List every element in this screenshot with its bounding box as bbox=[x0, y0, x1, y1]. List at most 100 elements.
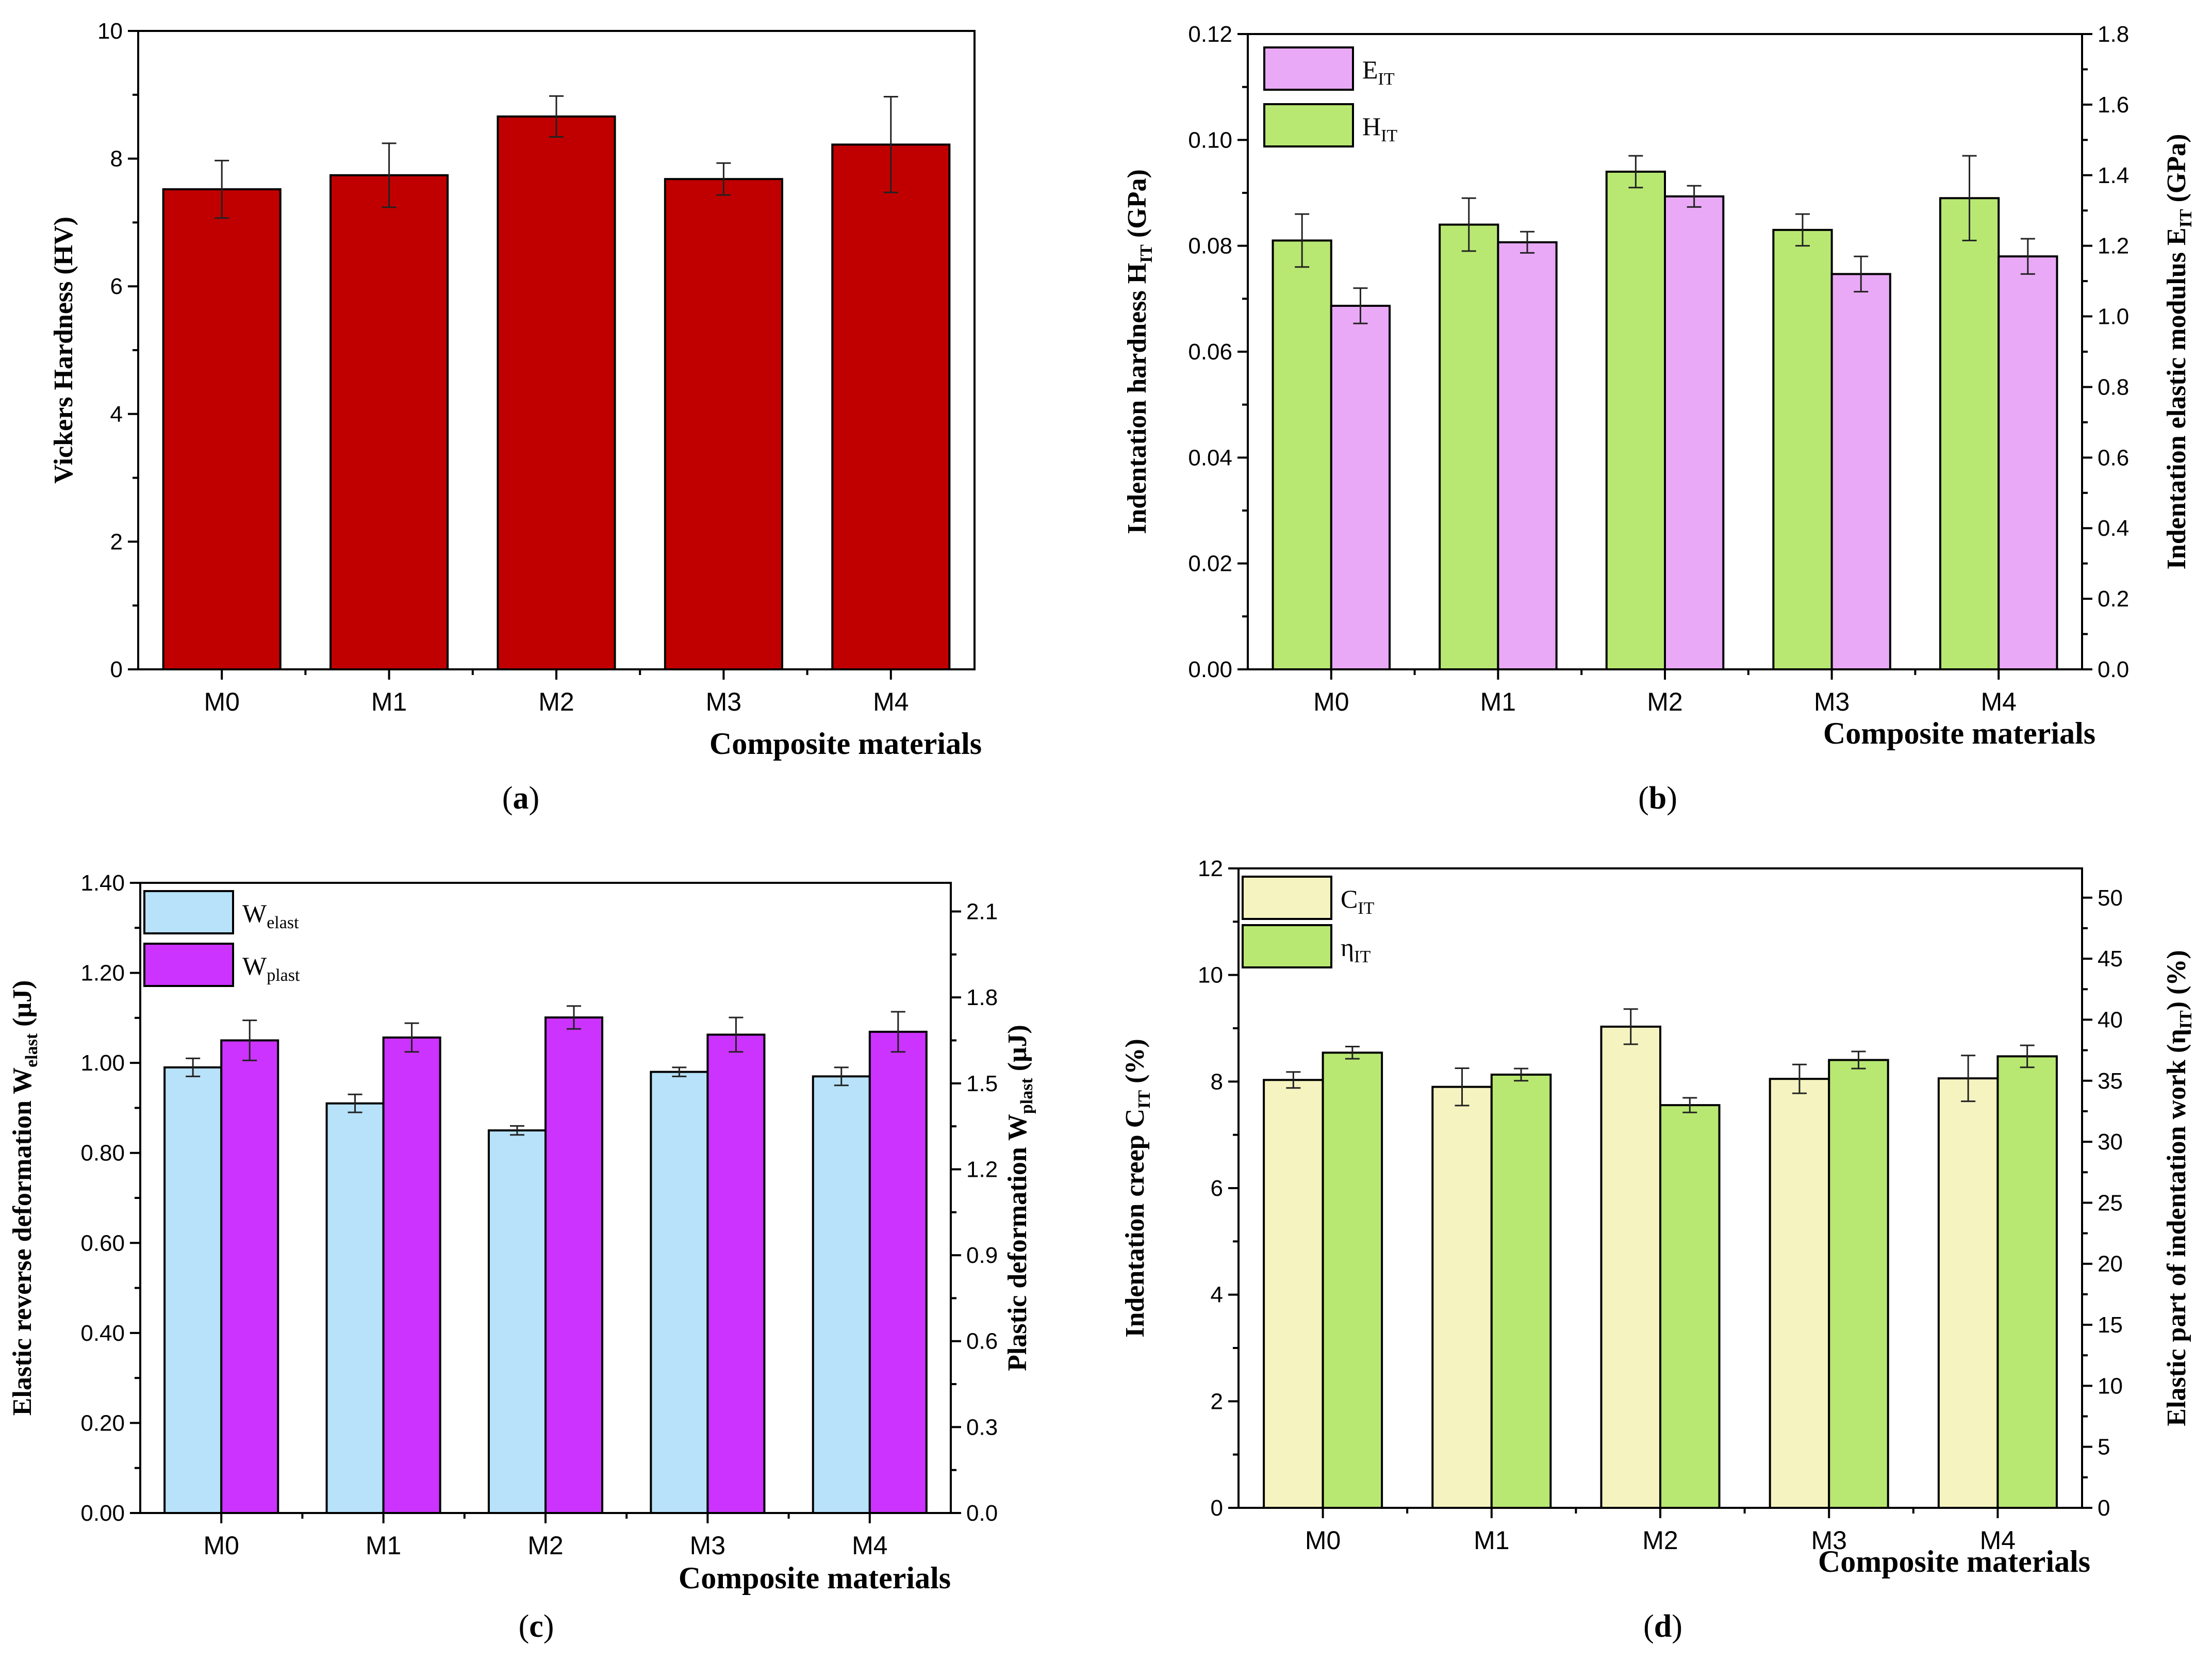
y-tick-label: 4 bbox=[1211, 1282, 1223, 1308]
x-tick-label: M3 bbox=[706, 687, 741, 716]
y-tick-label: 0.06 bbox=[1188, 339, 1232, 365]
bar-cit-m2 bbox=[1601, 1027, 1660, 1508]
x-tick-label: M4 bbox=[1980, 687, 2016, 716]
bar-eit-m2 bbox=[1665, 196, 1723, 669]
bar-eit-m0 bbox=[1331, 306, 1390, 669]
bar-ηit-m3 bbox=[1829, 1060, 1888, 1508]
bar-wplast-m3 bbox=[707, 1034, 764, 1513]
panel-letter: a bbox=[513, 781, 529, 816]
bar-ηit-m2 bbox=[1660, 1105, 1720, 1508]
legend-swatch bbox=[144, 891, 233, 933]
y-axis-label-sub: IT bbox=[1137, 244, 1156, 263]
x-tick-label: M4 bbox=[873, 687, 909, 716]
bar-vickers-hardness-m3 bbox=[665, 179, 782, 669]
x-tick-label: M2 bbox=[1647, 687, 1682, 716]
y-right-axis-label: Elastic part of indentation work (ηIT) (… bbox=[2162, 950, 2196, 1426]
legend-label-main: C bbox=[1341, 884, 1358, 913]
y-right-axis-label-sub: IT bbox=[2176, 1010, 2196, 1029]
panel-letter: b bbox=[1649, 781, 1666, 816]
x-axis-label: Composite materials bbox=[709, 727, 982, 761]
x-tick-label: M0 bbox=[204, 687, 239, 716]
bar-cit-m4 bbox=[1939, 1078, 1998, 1508]
y-right-tick-label: 0.0 bbox=[2098, 657, 2129, 682]
bar-ηit-m0 bbox=[1323, 1052, 1382, 1508]
bar-wplast-m1 bbox=[384, 1038, 440, 1513]
x-tick-label: M3 bbox=[1814, 687, 1850, 716]
y-tick-label: 0.08 bbox=[1188, 234, 1232, 259]
chart-panel-a: 0 2 4 6 8 10 M0 M1 M2 M3 M4 Composite materials Vick… bbox=[49, 19, 982, 816]
paren-open: ( bbox=[1638, 781, 1649, 816]
legend-swatch bbox=[1264, 47, 1353, 90]
y-right-axis-label-main: Elastic part of indentation work (η bbox=[2162, 1029, 2191, 1426]
y-right-axis-label-sub: IT bbox=[2176, 209, 2196, 227]
y-right-axis-label: Plastic deformation Wplast (μJ) bbox=[1003, 1025, 1036, 1371]
bar-hit-m1 bbox=[1440, 225, 1498, 669]
x-tick-label: M1 bbox=[1474, 1526, 1509, 1555]
legend-label: EIT bbox=[1362, 55, 1395, 89]
bar-welast-m2 bbox=[489, 1130, 546, 1513]
bar-hit-m0 bbox=[1273, 240, 1331, 669]
bar-hit-m4 bbox=[1940, 198, 1999, 669]
x-tick-label: M2 bbox=[1642, 1526, 1678, 1555]
y-tick-label: 8 bbox=[1211, 1069, 1223, 1094]
x-axis-label: Composite materials bbox=[679, 1561, 951, 1595]
y-axis-label-tail: (%) bbox=[1120, 1039, 1150, 1090]
bar-wplast-m2 bbox=[546, 1017, 602, 1513]
y-right-tick-label: 0.0 bbox=[966, 1501, 998, 1526]
y-right-tick-label: 0.3 bbox=[966, 1415, 998, 1440]
panel-letter: d bbox=[1654, 1609, 1672, 1644]
bar-vickers-hardness-m4 bbox=[832, 144, 949, 669]
paren-close: ) bbox=[543, 1609, 554, 1644]
y-right-tick-label: 0.8 bbox=[2098, 374, 2129, 400]
y-right-tick-label: 1.4 bbox=[2098, 163, 2129, 188]
y-right-tick-label: 1.0 bbox=[2098, 304, 2129, 330]
panel-letter: c bbox=[529, 1609, 543, 1644]
x-tick-label: M1 bbox=[366, 1531, 401, 1560]
x-tick-label: M0 bbox=[203, 1531, 239, 1560]
bar-eit-m1 bbox=[1498, 242, 1556, 669]
bar-ηit-m1 bbox=[1492, 1075, 1551, 1508]
bar-eit-m3 bbox=[1832, 274, 1890, 669]
y-right-tick-label: 0 bbox=[2098, 1495, 2110, 1521]
y-right-tick-label: 45 bbox=[2098, 946, 2123, 972]
y-axis-label-sub: elast bbox=[22, 1033, 41, 1067]
y-right-axis-label-main: Plastic deformation W bbox=[1003, 1114, 1032, 1371]
y-tick-label: 1.20 bbox=[80, 961, 125, 986]
y-right-tick-label: 20 bbox=[2098, 1252, 2123, 1277]
y-right-tick-label: 50 bbox=[2098, 885, 2123, 911]
legend-label-sub: plast bbox=[267, 966, 300, 985]
y-tick-label: 0.80 bbox=[80, 1141, 125, 1166]
bar-hit-m3 bbox=[1773, 230, 1831, 669]
y-axis-label: Vickers Hardness (HV) bbox=[49, 217, 78, 484]
y-tick-label: 0.12 bbox=[1188, 22, 1232, 47]
legend-label: Welast bbox=[242, 899, 299, 932]
y-right-tick-label: 0.9 bbox=[966, 1243, 998, 1268]
bar-welast-m1 bbox=[327, 1104, 384, 1513]
y-tick-label: 0.00 bbox=[1188, 657, 1232, 682]
y-tick-label: 2 bbox=[110, 529, 123, 554]
x-axis-label: Composite materials bbox=[1823, 716, 2095, 750]
y-right-tick-label: 1.8 bbox=[2098, 22, 2129, 47]
y-right-tick-label: 25 bbox=[2098, 1190, 2123, 1215]
y-tick-label: 4 bbox=[110, 402, 123, 427]
x-tick-label: M3 bbox=[690, 1531, 725, 1560]
y-tick-label: 10 bbox=[1198, 963, 1223, 988]
y-right-tick-label: 1.2 bbox=[966, 1157, 998, 1182]
y-right-tick-label: 1.2 bbox=[2098, 234, 2129, 259]
bar-cit-m1 bbox=[1432, 1087, 1492, 1508]
bar-cit-m0 bbox=[1264, 1080, 1323, 1508]
bar-vickers-hardness-m2 bbox=[498, 117, 615, 669]
y-right-tick-label: 30 bbox=[2098, 1129, 2123, 1155]
paren-close: ) bbox=[1666, 781, 1677, 816]
legend-label-sub: elast bbox=[267, 913, 299, 932]
y-tick-label: 0.02 bbox=[1188, 551, 1232, 577]
panel-label: (a) bbox=[502, 781, 539, 816]
y-axis-label-main: Indentation hardness H bbox=[1122, 263, 1152, 534]
y-axis-label-main: Indentation creep C bbox=[1120, 1109, 1150, 1338]
legend-label: ηIT bbox=[1341, 933, 1371, 966]
legend-label-main: H bbox=[1362, 112, 1381, 141]
legend-label-sub: IT bbox=[1354, 947, 1371, 966]
y-right-tick-label: 1.5 bbox=[966, 1071, 998, 1096]
y-right-axis-label-sub: plast bbox=[1017, 1078, 1036, 1114]
y-tick-label: 0 bbox=[1211, 1495, 1223, 1521]
